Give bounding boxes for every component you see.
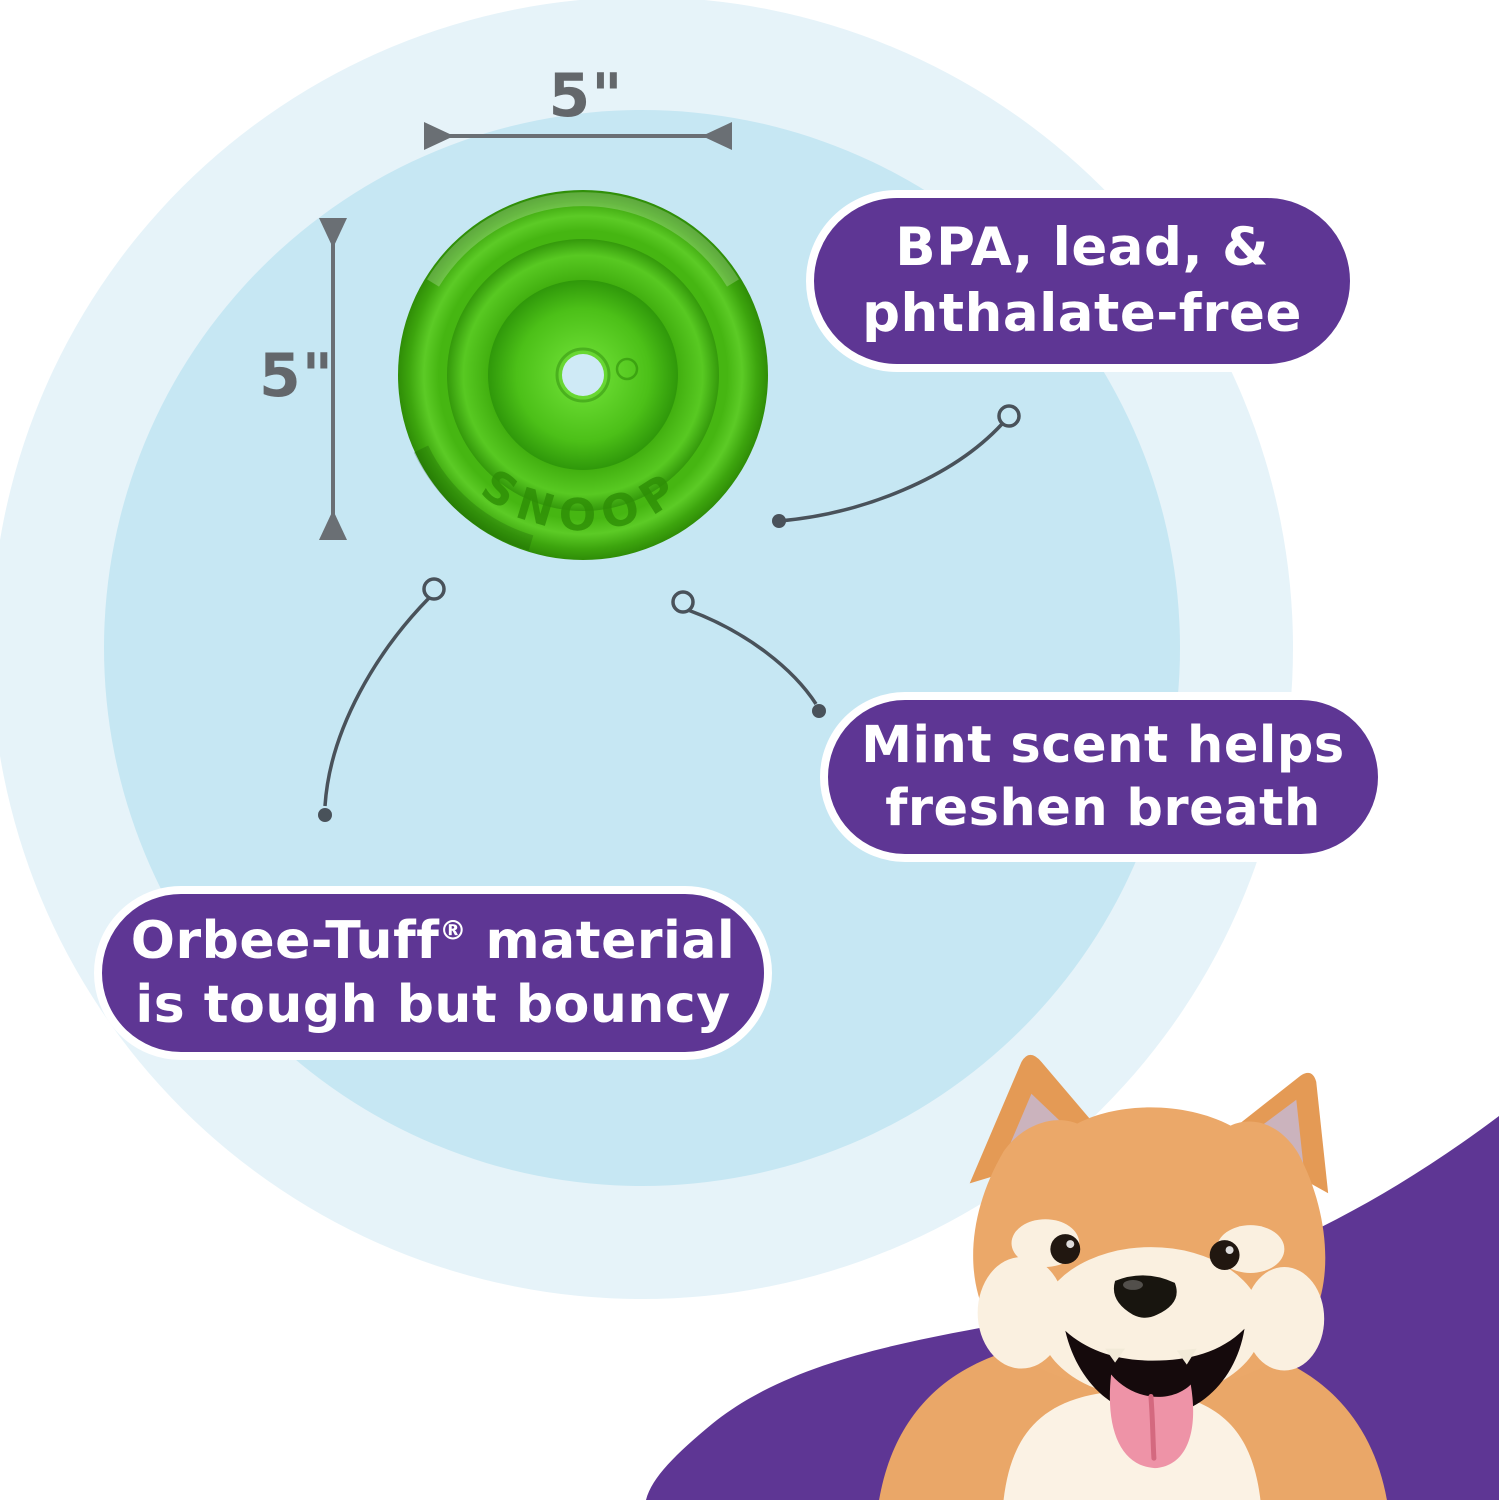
callout-orbee: Orbee-Tuff® material is tough but bouncy bbox=[94, 886, 772, 1060]
toy-center-hole bbox=[562, 354, 604, 396]
dog-tooth-left bbox=[1105, 1348, 1126, 1363]
callout-orbee-line1: Orbee-Tuff® material bbox=[131, 909, 736, 973]
height-dimension-label: 5" bbox=[258, 341, 334, 411]
dog-photo bbox=[879, 1054, 1387, 1500]
callout-bpa: BPA, lead, & phthalate-free bbox=[806, 190, 1358, 372]
height-arrow-bottom-icon bbox=[319, 510, 347, 540]
dog-cheek-left bbox=[977, 1257, 1066, 1369]
width-dimension bbox=[424, 122, 732, 150]
callout-mint-line1: Mint scent helps bbox=[861, 715, 1345, 775]
toy-hole-rim bbox=[555, 347, 611, 403]
callout-orbee-line2: is tough but bouncy bbox=[135, 975, 731, 1035]
dog-eye-glint-left bbox=[1066, 1240, 1075, 1249]
dog-tooth-right bbox=[1176, 1348, 1197, 1365]
connector-filled-dot bbox=[812, 704, 826, 718]
toy-mold-mark bbox=[615, 357, 639, 381]
toy-image: SNOOP bbox=[398, 190, 768, 560]
connector-open-dot bbox=[422, 577, 446, 601]
dog-cheek-right bbox=[1244, 1266, 1325, 1371]
dog-nose-highlight bbox=[1123, 1279, 1143, 1290]
dog-nose bbox=[1113, 1275, 1177, 1318]
callout-bpa-line2: phthalate-free bbox=[862, 283, 1302, 344]
connector-mint bbox=[671, 590, 826, 718]
width-dimension-label: 5" bbox=[548, 61, 624, 131]
callout-orbee-rest: material bbox=[466, 910, 736, 971]
width-arrow-left-icon bbox=[424, 122, 454, 150]
callout-mint: Mint scent helps freshen breath bbox=[820, 692, 1386, 862]
connector-open-dot bbox=[671, 590, 695, 614]
connector-bpa bbox=[772, 404, 1021, 528]
callout-bpa-line1: BPA, lead, & bbox=[895, 217, 1269, 279]
dog-tongue-line bbox=[1148, 1393, 1157, 1461]
width-arrow-right-icon bbox=[702, 122, 732, 150]
connector-filled-dot bbox=[318, 808, 332, 822]
height-dimension bbox=[319, 218, 347, 540]
connector-orbee bbox=[318, 577, 446, 822]
callout-mint-line2: freshen breath bbox=[885, 779, 1321, 838]
dog-eye-glint-right bbox=[1225, 1246, 1234, 1255]
toy-bottom-shadow bbox=[413, 445, 534, 551]
callout-orbee-brand: Orbee-Tuff bbox=[130, 910, 440, 971]
connector-open-dot bbox=[997, 404, 1021, 428]
registered-mark-icon: ® bbox=[439, 915, 467, 947]
height-arrow-top-icon bbox=[319, 218, 347, 248]
toy-top-highlight bbox=[427, 192, 739, 287]
connector-filled-dot bbox=[772, 514, 786, 528]
